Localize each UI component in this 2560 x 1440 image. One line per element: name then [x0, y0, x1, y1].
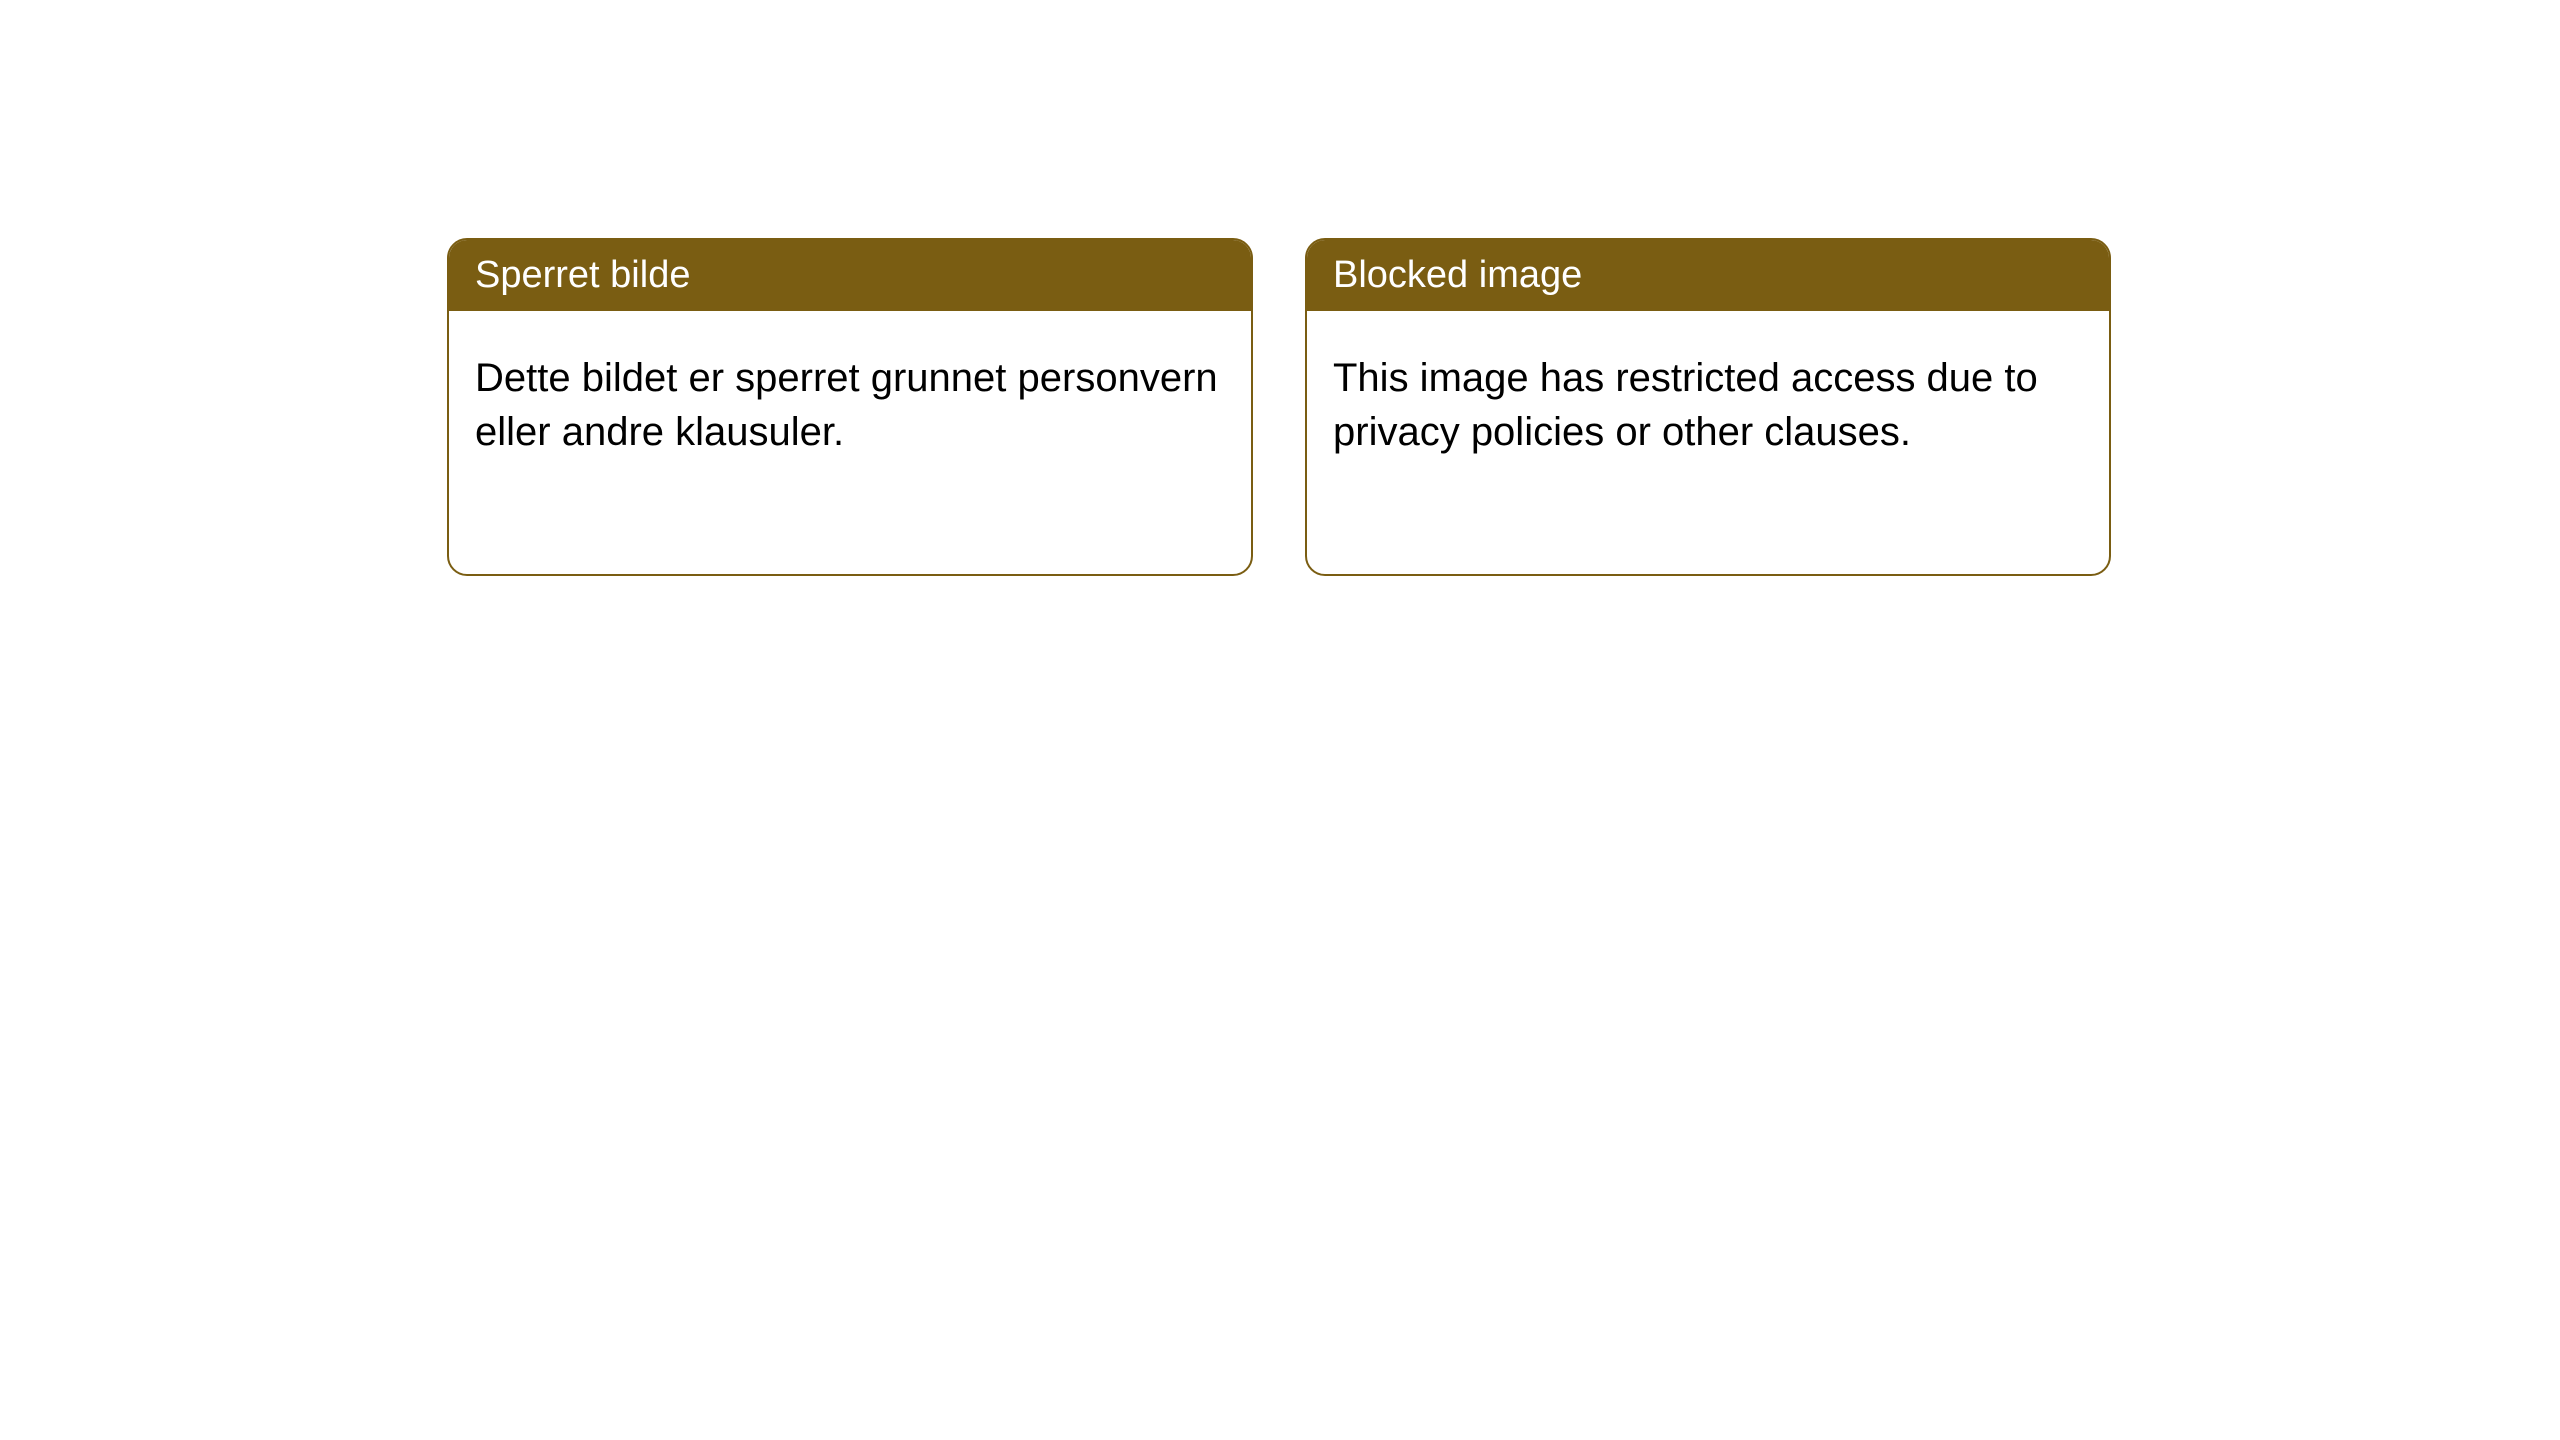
notice-card-norwegian: Sperret bilde Dette bildet er sperret gr…	[447, 238, 1253, 576]
card-title: Sperret bilde	[475, 254, 690, 296]
card-title: Blocked image	[1333, 254, 1582, 296]
card-message: This image has restricted access due to …	[1333, 356, 2038, 454]
card-message: Dette bildet er sperret grunnet personve…	[475, 356, 1218, 454]
card-body: Dette bildet er sperret grunnet personve…	[449, 311, 1251, 499]
card-header: Sperret bilde	[449, 240, 1251, 311]
notice-card-english: Blocked image This image has restricted …	[1305, 238, 2111, 576]
card-body: This image has restricted access due to …	[1307, 311, 2109, 499]
notice-cards-row: Sperret bilde Dette bildet er sperret gr…	[447, 238, 2111, 576]
card-header: Blocked image	[1307, 240, 2109, 311]
